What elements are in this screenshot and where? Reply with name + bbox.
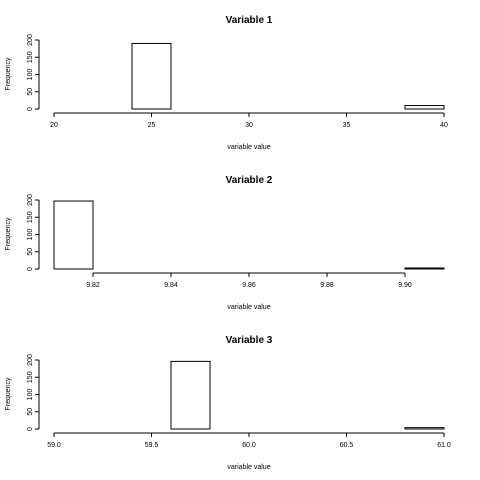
y-axis: 0 50 100 150 200	[27, 34, 40, 111]
histogram-bar	[53, 200, 94, 270]
panel-title: Variable 1	[226, 15, 273, 26]
y-tick-label: 150	[27, 51, 34, 63]
y-tick-label: 200	[27, 34, 34, 46]
y-tick-label: 0	[27, 427, 34, 431]
y-tick-label: 100	[27, 229, 34, 241]
y-tick-label: 100	[27, 69, 34, 81]
x-tick-label: 60.5	[340, 442, 354, 449]
histogram-bar	[170, 360, 211, 430]
histogram-bar	[404, 105, 445, 110]
x-tick-label: 35	[343, 122, 351, 129]
y-tick-label: 0	[27, 107, 34, 111]
x-tick-label: 59.5	[145, 442, 159, 449]
bars-group	[170, 360, 445, 430]
histogram-bar	[404, 427, 445, 430]
y-tick-label: 0	[27, 267, 34, 271]
x-tick-label: 9.86	[242, 282, 256, 289]
x-tick-label: 9.82	[86, 282, 100, 289]
panel-title: Variable 3	[226, 335, 273, 346]
histogram-bar	[404, 267, 445, 270]
histogram-panel-variable-2: Variable 2 Frequency variable value 9.82…	[5, 175, 445, 311]
y-tick-label: 150	[27, 371, 34, 383]
x-tick-label: 25	[148, 122, 156, 129]
bars-group	[131, 42, 445, 110]
bars-group	[53, 200, 445, 270]
histogram-panel-variable-3: Variable 3 Frequency variable value 59.0…	[5, 335, 451, 471]
x-tick-label: 20	[50, 122, 58, 129]
x-tick-label: 61.0	[437, 442, 451, 449]
y-tick-label: 50	[27, 248, 34, 256]
x-axis-label: variable value	[227, 144, 270, 151]
y-axis: 0 50 100 150 200	[27, 354, 40, 431]
x-axis: 59.0 59.5 60.0 60.5 61.0	[47, 432, 451, 449]
y-axis: 0 50 100 150 200	[27, 194, 40, 271]
x-axis: 20 25 30 35 40	[50, 112, 448, 129]
y-tick-label: 200	[27, 194, 34, 206]
x-axis-label: variable value	[227, 304, 270, 311]
x-tick-label: 9.88	[320, 282, 334, 289]
y-tick-label: 100	[27, 389, 34, 401]
x-tick-label: 9.90	[398, 282, 412, 289]
y-axis-label: Frequency	[5, 57, 12, 91]
panel-title: Variable 2	[226, 175, 273, 186]
y-axis-label: Frequency	[5, 377, 12, 411]
histogram-panel-variable-1: Variable 1 Frequency variable value 20 25…	[5, 15, 448, 151]
y-axis-label: Frequency	[5, 217, 12, 251]
histogram-bar	[131, 42, 172, 110]
x-tick-label: 9.84	[164, 282, 178, 289]
x-tick-label: 30	[245, 122, 253, 129]
x-tick-label: 40	[440, 122, 448, 129]
x-tick-label: 60.0	[242, 442, 256, 449]
y-tick-label: 50	[27, 408, 34, 416]
y-tick-label: 150	[27, 211, 34, 223]
y-tick-label: 200	[27, 354, 34, 366]
x-tick-label: 59.0	[47, 442, 61, 449]
y-tick-label: 50	[27, 88, 34, 96]
x-axis: 9.82 9.84 9.86 9.88 9.90	[86, 272, 412, 289]
x-axis-label: variable value	[227, 464, 270, 471]
